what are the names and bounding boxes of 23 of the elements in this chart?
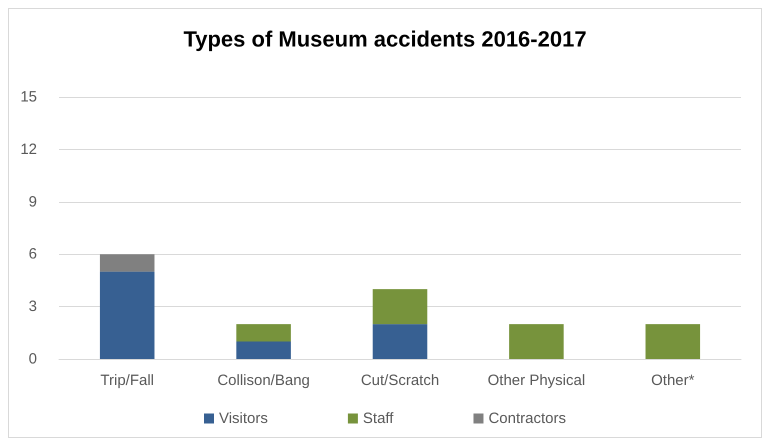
- bar: [372, 289, 428, 324]
- y-tick-label: 0: [28, 350, 37, 368]
- bar: [100, 272, 154, 359]
- legend-label: Contractors: [488, 410, 566, 427]
- bar: [646, 324, 700, 359]
- y-tick-label: 9: [28, 193, 37, 210]
- bar: [100, 254, 154, 272]
- y-tick-label: 6: [28, 246, 37, 263]
- bar: [236, 342, 291, 359]
- x-tick-label: Collison/Bang: [217, 372, 310, 389]
- x-tick-label: Other Physical: [488, 372, 586, 389]
- y-tick-label: 15: [20, 88, 37, 106]
- x-tick-label: Other*: [651, 372, 695, 389]
- x-tick-label: Cut/Scratch: [360, 372, 440, 389]
- chart-title: Types of Museum accidents 2016-2017: [183, 26, 587, 52]
- bar: [236, 324, 291, 342]
- legend-label: Visitors: [218, 410, 268, 427]
- x-tick-label: Trip/Fall: [100, 372, 154, 389]
- legend-label: Staff: [362, 410, 394, 427]
- bar: [372, 324, 428, 359]
- y-tick-label: 3: [28, 298, 37, 316]
- y-tick-label: 12: [20, 140, 37, 158]
- bar: [509, 324, 564, 359]
